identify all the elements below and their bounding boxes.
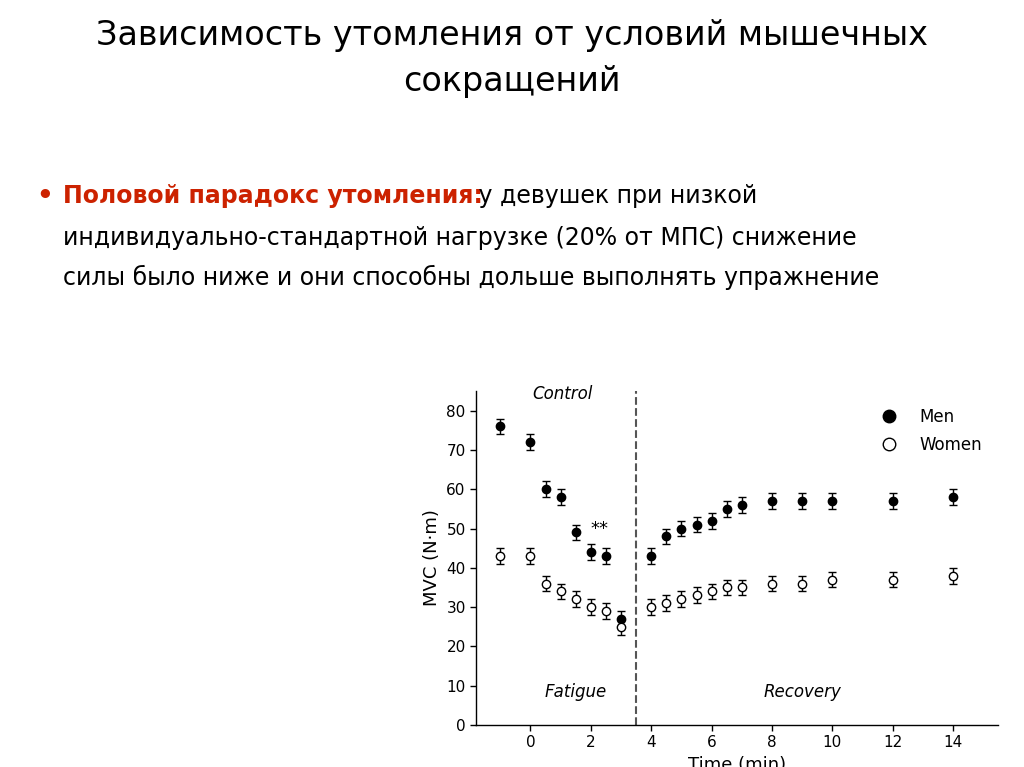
Text: Fatigue: Fatigue [545, 683, 607, 701]
Text: индивидуально-стандартной нагрузке (20% от МПС) снижение: индивидуально-стандартной нагрузке (20% … [63, 226, 857, 250]
Text: •: • [36, 184, 52, 210]
Text: Recovery: Recovery [763, 683, 841, 701]
Text: **: ** [591, 519, 609, 538]
Text: Зависимость утомления от условий мышечных: Зависимость утомления от условий мышечны… [96, 19, 928, 52]
Text: силы было ниже и они способны дольше выполнять упражнение: силы было ниже и они способны дольше вып… [63, 265, 880, 290]
Y-axis label: MVC (N·m): MVC (N·m) [423, 509, 440, 607]
Legend: Men, Women: Men, Women [864, 400, 990, 463]
Text: Control: Control [532, 385, 592, 403]
Text: сокращений: сокращений [403, 65, 621, 98]
Text: у девушек при низкой: у девушек при низкой [456, 184, 757, 208]
X-axis label: Time (min): Time (min) [688, 755, 786, 767]
Text: Половой парадокс утомления:: Половой парадокс утомления: [63, 184, 483, 208]
